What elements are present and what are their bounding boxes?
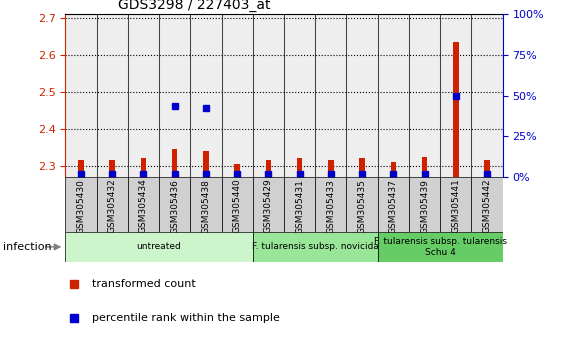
Bar (284, 14, 315, 177)
Bar (222, 14, 253, 177)
Text: GSM305440: GSM305440 (233, 179, 241, 233)
Text: GSM305431: GSM305431 (295, 179, 304, 234)
Bar (65, 232, 253, 262)
Text: percentile rank within the sample: percentile rank within the sample (91, 313, 279, 323)
Bar (141, 159, 146, 177)
Bar (391, 162, 396, 177)
Bar (110, 160, 115, 177)
Bar (128, 14, 159, 177)
Bar (378, 177, 409, 232)
Text: GSM305441: GSM305441 (452, 179, 460, 233)
Text: GSM305430: GSM305430 (77, 179, 85, 234)
Text: GSM305438: GSM305438 (202, 179, 210, 234)
Bar (65, 177, 97, 232)
Bar (172, 149, 177, 177)
Bar (440, 177, 471, 232)
Bar (253, 232, 378, 262)
Bar (78, 160, 83, 177)
Text: infection: infection (3, 242, 52, 252)
Bar (159, 14, 190, 177)
Bar (315, 14, 346, 177)
Bar (378, 14, 409, 177)
Bar (235, 164, 240, 177)
Bar (453, 42, 458, 177)
Bar (284, 177, 315, 232)
Text: GSM305433: GSM305433 (327, 179, 335, 234)
Bar (471, 177, 503, 232)
Bar (190, 14, 222, 177)
Text: F. tularensis subsp. novicida: F. tularensis subsp. novicida (252, 242, 379, 251)
Bar (97, 177, 128, 232)
Bar (346, 177, 378, 232)
Text: GSM305435: GSM305435 (358, 179, 366, 234)
Bar (440, 14, 471, 177)
Text: F. tularensis subsp. tularensis
Schu 4: F. tularensis subsp. tularensis Schu 4 (374, 237, 507, 257)
Bar (253, 14, 284, 177)
Text: GSM305439: GSM305439 (420, 179, 429, 234)
Text: GSM305436: GSM305436 (170, 179, 179, 234)
Text: GSM305442: GSM305442 (483, 179, 491, 233)
Text: GSM305434: GSM305434 (139, 179, 148, 233)
Bar (297, 159, 302, 177)
Text: GDS3298 / 227403_at: GDS3298 / 227403_at (118, 0, 270, 12)
Text: GSM305432: GSM305432 (108, 179, 116, 233)
Bar (128, 177, 159, 232)
Bar (222, 177, 253, 232)
Bar (485, 160, 490, 177)
Text: GSM305437: GSM305437 (389, 179, 398, 234)
Bar (65, 14, 97, 177)
Bar (253, 177, 284, 232)
Text: transformed count: transformed count (91, 279, 195, 289)
Bar (471, 14, 503, 177)
Bar (315, 177, 346, 232)
Bar (422, 156, 427, 177)
Text: untreated: untreated (137, 242, 181, 251)
Bar (328, 160, 333, 177)
Bar (190, 177, 222, 232)
Bar (409, 14, 440, 177)
Bar (378, 232, 503, 262)
Bar (409, 177, 440, 232)
Text: GSM305429: GSM305429 (264, 179, 273, 233)
Bar (266, 160, 271, 177)
Bar (360, 159, 365, 177)
Bar (203, 151, 208, 177)
Bar (97, 14, 128, 177)
Bar (159, 177, 190, 232)
Bar (346, 14, 378, 177)
